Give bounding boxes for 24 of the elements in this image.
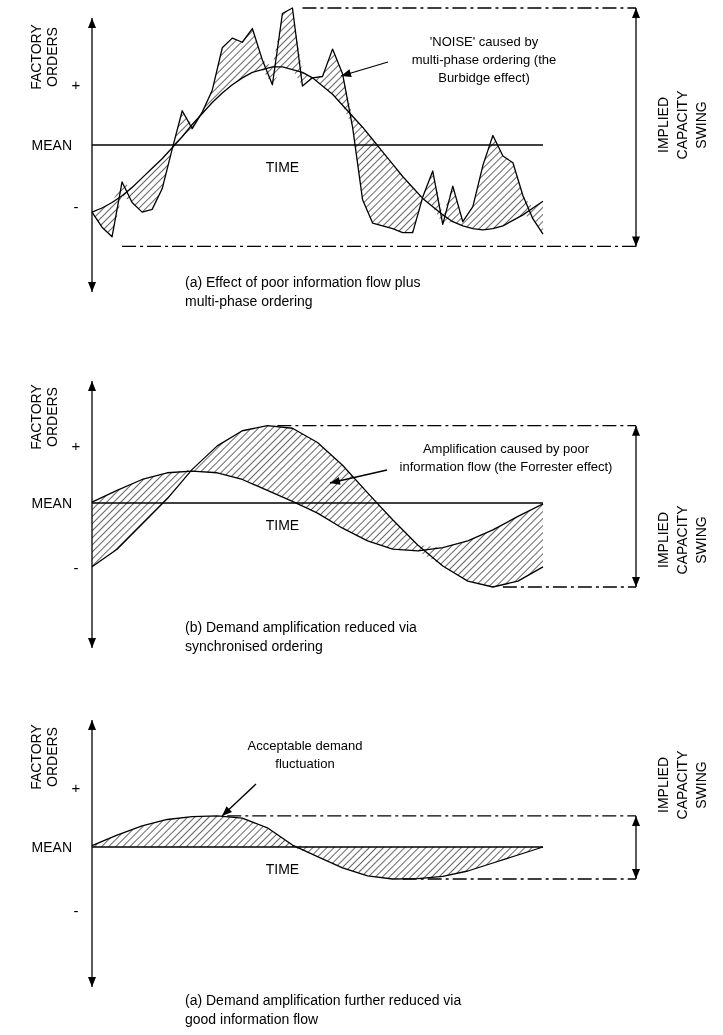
text: (b) Demand amplification reduced via synchronised ordering	[185, 619, 418, 654]
x-axis-title: TIME	[265, 861, 300, 877]
text: IMPLIED CAPACITY SWING	[655, 504, 709, 575]
ref-line-label: MEAN	[31, 137, 72, 153]
x-axis-title: TIME	[265, 517, 300, 533]
text: IMPLIED CAPACITY SWING	[655, 749, 709, 820]
y-axis-title: FACTORY ORDERS	[28, 383, 60, 450]
text: -	[73, 902, 79, 919]
text: -	[73, 198, 79, 215]
ref-line-label: MEAN	[31, 839, 72, 855]
y-axis-title: FACTORY ORDERS	[28, 23, 60, 90]
text: +	[71, 779, 81, 796]
text: Acceptable demand fluctuation	[247, 738, 363, 771]
annotation: Amplification caused by poor information flow (the Forrester effect)	[399, 441, 613, 474]
text: +	[71, 76, 81, 93]
text: -	[73, 559, 79, 576]
text: (a) Effect of poor information flow plus multi-phase ordering	[185, 274, 421, 309]
ref-line-label: MEAN	[31, 495, 72, 511]
text: +	[71, 437, 81, 454]
text: (a) Demand amplification further reduced via good information flow	[185, 992, 462, 1027]
y-axis-title: FACTORY ORDERS	[28, 723, 60, 790]
x-axis-title: TIME	[265, 159, 300, 175]
text: IMPLIED CAPACITY SWING	[655, 89, 709, 160]
annotation: 'NOISE' caused by multi-phase ordering (the Burbidge effect)	[411, 34, 557, 85]
